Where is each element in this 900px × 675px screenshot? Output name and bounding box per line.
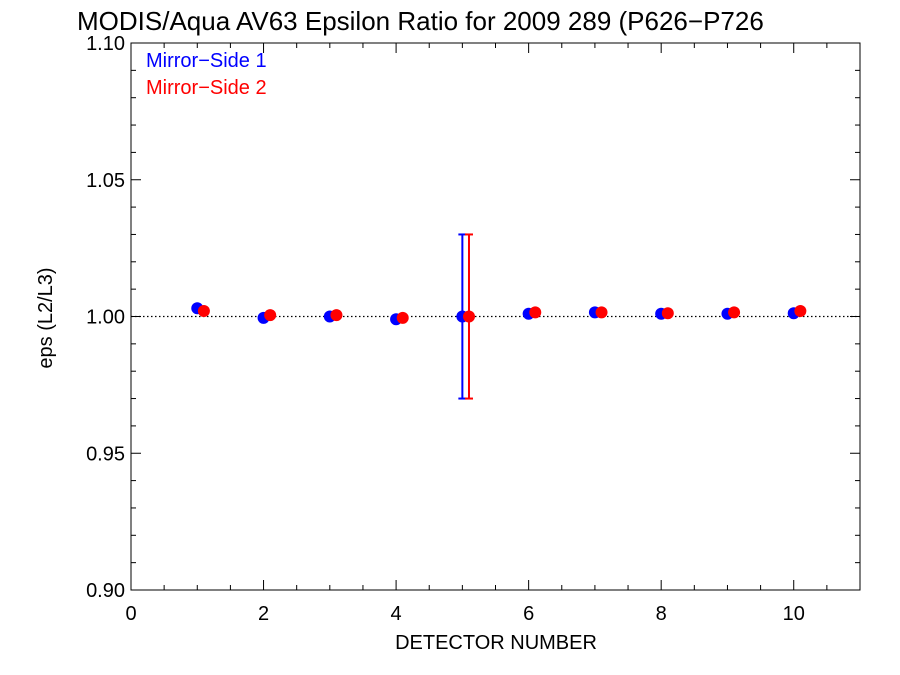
- x-tick-label: 10: [783, 603, 805, 625]
- x-tick-label: 8: [656, 603, 667, 625]
- data-point-series-2: [529, 306, 542, 319]
- x-tick-label: 0: [125, 603, 136, 625]
- legend-entry: Mirror−Side 1: [146, 50, 267, 72]
- chart-title: MODIS/Aqua AV63 Epsilon Ratio for 2009 2…: [77, 6, 764, 36]
- data-point-series-2: [264, 309, 277, 322]
- data-point-series-2: [396, 311, 409, 324]
- y-tick-label: 1.10: [86, 33, 125, 55]
- legend-entry: Mirror−Side 2: [146, 77, 267, 99]
- y-axis-label: eps (L2/L3): [35, 267, 57, 368]
- x-tick-label: 4: [391, 603, 402, 625]
- data-point-series-2: [794, 305, 807, 318]
- data-point-series-2: [728, 306, 741, 319]
- x-tick-label: 2: [258, 603, 269, 625]
- x-axis-label: DETECTOR NUMBER: [395, 632, 597, 654]
- data-point-series-2: [330, 309, 343, 322]
- y-tick-label: 1.00: [86, 307, 125, 329]
- y-tick-label: 0.90: [86, 580, 125, 602]
- data-point-series-2: [462, 310, 475, 323]
- data-point-series-2: [197, 305, 210, 318]
- y-tick-label: 0.95: [86, 443, 125, 465]
- x-tick-label: 6: [523, 603, 534, 625]
- data-point-series-2: [661, 307, 674, 320]
- y-tick-label: 1.05: [86, 170, 125, 192]
- data-point-series-2: [595, 306, 608, 319]
